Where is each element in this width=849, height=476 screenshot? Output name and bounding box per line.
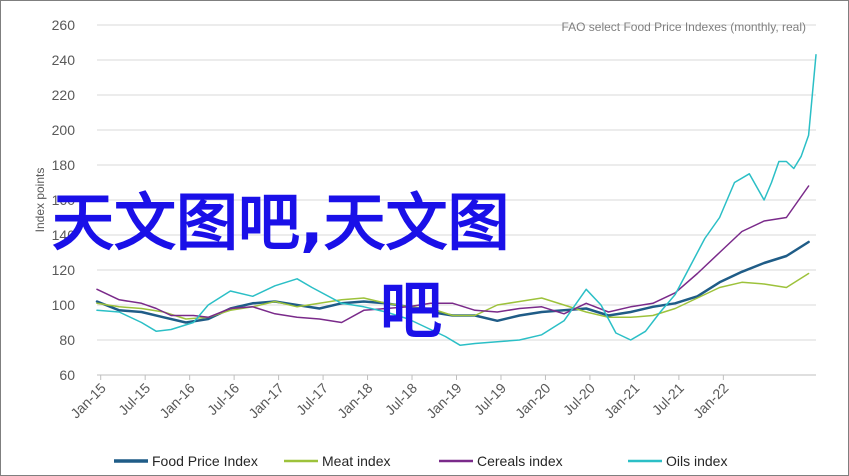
y-axis-label: Index points — [33, 168, 47, 233]
y-tick-label: 80 — [59, 332, 75, 348]
x-tick-label: Jan-17 — [245, 380, 287, 422]
x-tick-label: Jan-19 — [423, 380, 465, 422]
y-tick-label: 220 — [52, 87, 76, 103]
x-tick-label: Jan-22 — [690, 380, 732, 422]
x-tick-label: Jan-20 — [512, 380, 554, 422]
x-tick-label: Jan-16 — [156, 380, 198, 422]
x-tick-label: Jul-16 — [204, 380, 242, 418]
overlay-watermark-line2: 吧 — [380, 274, 442, 347]
y-tick-label: 120 — [52, 262, 76, 278]
y-tick-label: 100 — [52, 297, 76, 313]
legend-item-1: Meat index — [284, 453, 390, 469]
series-line-1 — [96, 272, 810, 320]
x-tick-label: Jul-19 — [471, 380, 509, 418]
series-line-3 — [96, 54, 817, 347]
legend-item-0: Food Price Index — [114, 453, 258, 469]
source-note: FAO select Food Price Indexes (monthly, … — [561, 20, 806, 34]
legend-label: Oils index — [666, 453, 727, 469]
x-tick-label: Jan-18 — [334, 380, 376, 422]
series-lines — [95, 54, 817, 347]
x-tick-label: Jan-15 — [67, 380, 109, 422]
legend-label: Cereals index — [477, 453, 563, 469]
y-tick-label: 260 — [52, 17, 76, 33]
x-tick-label: Jul-21 — [649, 380, 687, 418]
x-tick-label: Jul-20 — [560, 380, 598, 418]
y-tick-label: 240 — [52, 52, 76, 68]
y-tick-label: 60 — [59, 367, 75, 383]
y-tick-label: 140 — [52, 227, 76, 243]
legend: Food Price Index Meat index Cereals index O… — [114, 453, 727, 469]
series-line-2 — [96, 185, 810, 324]
x-tick-label: Jul-18 — [382, 380, 420, 418]
legend-item-3: Oils index — [628, 453, 727, 469]
y-tick-label: 160 — [52, 192, 76, 208]
y-tick-label: 200 — [52, 122, 76, 138]
y-tick-label: 180 — [52, 157, 76, 173]
legend-item-2: Cereals index — [439, 453, 563, 469]
legend-label: Food Price Index — [152, 453, 258, 469]
x-tick-label: Jul-15 — [115, 380, 153, 418]
overlay-watermark-line1: 天文图吧,天文图 — [52, 186, 510, 259]
legend-label: Meat index — [322, 453, 390, 469]
x-tick-label: Jan-21 — [601, 380, 643, 422]
x-tick-label: Jul-17 — [293, 380, 331, 418]
